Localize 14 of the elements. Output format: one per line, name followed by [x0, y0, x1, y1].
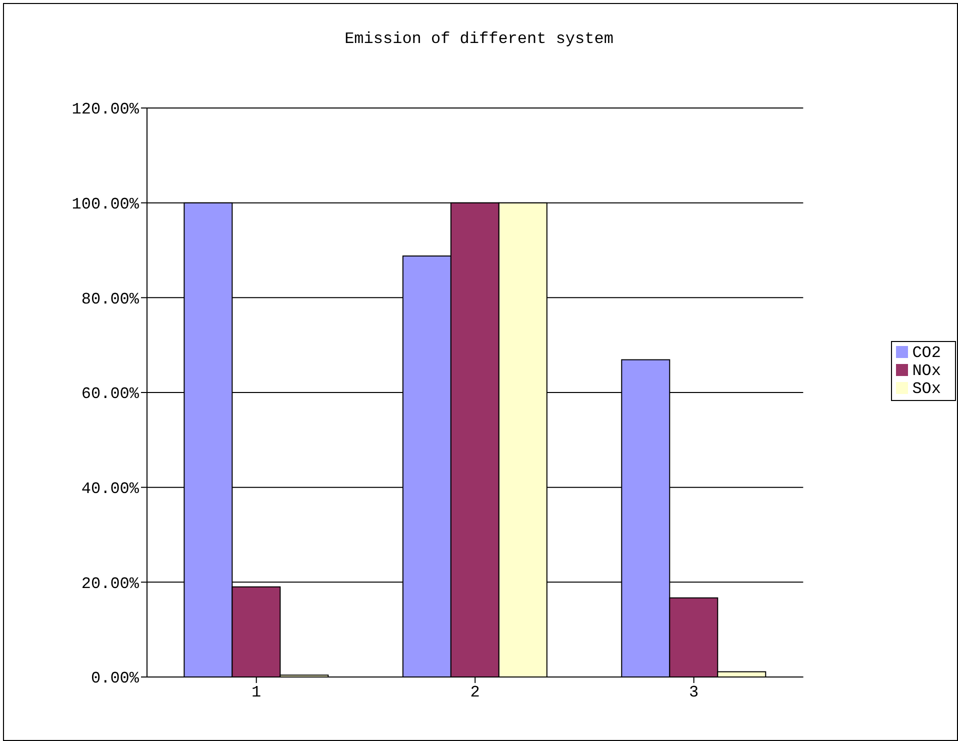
- x-tick-label: 1: [252, 683, 262, 702]
- y-tick-label: 100.00%: [72, 196, 140, 214]
- x-tick-label: 3: [689, 683, 699, 702]
- y-tick-label: 60.00%: [81, 385, 140, 404]
- x-tick-label: 2: [470, 683, 480, 702]
- legend-label: SOx: [912, 380, 941, 398]
- y-tick-label: 20.00%: [81, 574, 140, 593]
- y-tick-label: 80.00%: [81, 290, 140, 308]
- y-tick-label: 120.00%: [72, 100, 140, 119]
- y-tick-label: 40.00%: [81, 480, 140, 498]
- chart-title: Emission of different system: [344, 30, 614, 48]
- legend-label: CO2: [912, 344, 941, 362]
- y-tick-label: 0.00%: [90, 670, 140, 688]
- legend-label: NOx: [912, 362, 941, 380]
